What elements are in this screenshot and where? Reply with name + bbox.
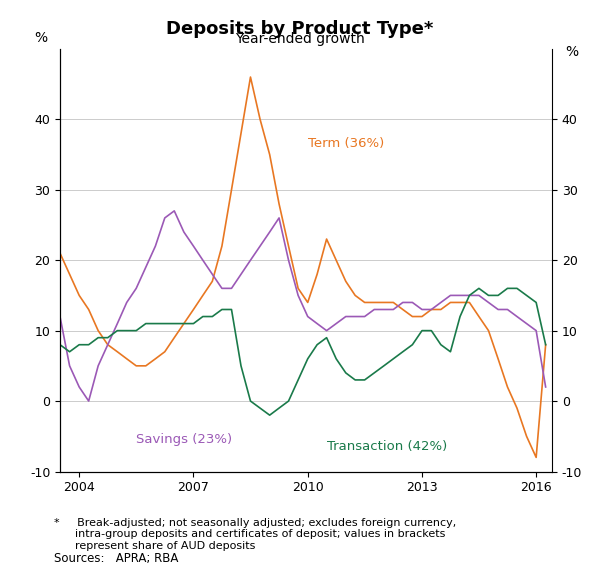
Text: Term (36%): Term (36%) xyxy=(308,137,384,151)
Text: Year-ended growth: Year-ended growth xyxy=(235,32,365,45)
Text: Savings (23%): Savings (23%) xyxy=(136,434,232,446)
Y-axis label: %: % xyxy=(34,30,47,45)
Y-axis label: %: % xyxy=(565,45,578,59)
Text: *     Break-adjusted; not seasonally adjusted; excludes foreign currency,
      : * Break-adjusted; not seasonally adjuste… xyxy=(54,518,456,551)
Text: Transaction (42%): Transaction (42%) xyxy=(326,440,447,453)
Text: Sources:   APRA; RBA: Sources: APRA; RBA xyxy=(54,552,178,565)
Text: Deposits by Product Type*: Deposits by Product Type* xyxy=(166,20,434,38)
